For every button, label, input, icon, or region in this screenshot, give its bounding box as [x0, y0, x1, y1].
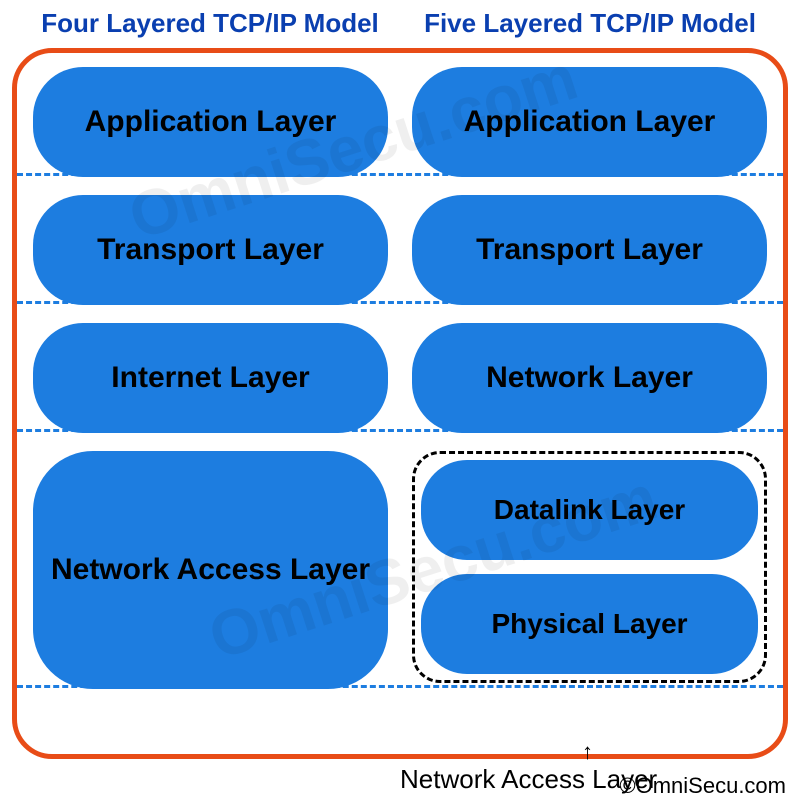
layer-network-right: Network Layer	[412, 323, 767, 433]
layer-network-access-left: Network Access Layer	[33, 451, 388, 689]
left-column: Application Layer Transport Layer Intern…	[33, 67, 388, 740]
layer-physical-right: Physical Layer	[421, 574, 758, 674]
header-left: Four Layered TCP/IP Model	[20, 8, 400, 39]
network-access-group: Datalink Layer Physical Layer	[412, 451, 767, 683]
layer-transport-left: Transport Layer	[33, 195, 388, 305]
layer-transport-right: Transport Layer	[412, 195, 767, 305]
diagram-container: Application Layer Transport Layer Intern…	[12, 48, 788, 759]
group-arrow-icon: ↑	[582, 739, 593, 765]
copyright-text: ©OmniSecu.com	[619, 773, 786, 799]
columns-wrapper: Application Layer Transport Layer Intern…	[33, 67, 767, 740]
header-right: Five Layered TCP/IP Model	[400, 8, 780, 39]
layer-internet-left: Internet Layer	[33, 323, 388, 433]
layer-datalink-right: Datalink Layer	[421, 460, 758, 560]
header-row: Four Layered TCP/IP Model Five Layered T…	[0, 0, 800, 43]
layer-application-left: Application Layer	[33, 67, 388, 177]
right-column: Application Layer Transport Layer Networ…	[412, 67, 767, 740]
layer-application-right: Application Layer	[412, 67, 767, 177]
